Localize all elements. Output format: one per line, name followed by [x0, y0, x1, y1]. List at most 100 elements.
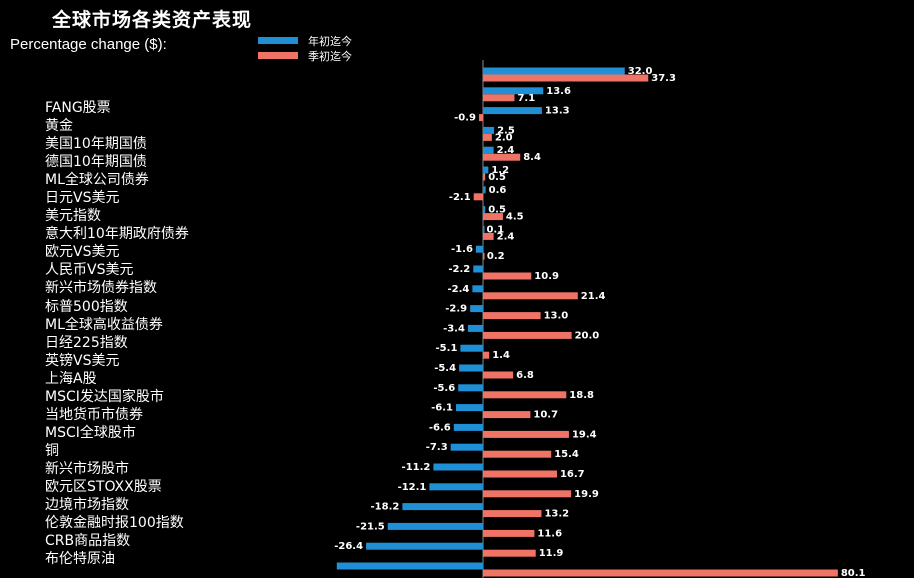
data-label-ytd: 13.6 — [546, 86, 571, 97]
category-labels: FANG股票 黄金 美国10年期国债 德国10年期国债 ML全球公司债券 日元V… — [45, 99, 189, 568]
chart-subtitle: Percentage change ($): — [10, 36, 167, 53]
bar-qtd — [483, 529, 535, 537]
data-label-qtd: 11.9 — [539, 548, 564, 559]
bar-qtd — [483, 430, 569, 438]
bar-qtd — [483, 411, 531, 419]
bar-qtd — [483, 510, 542, 518]
bar-ytd — [483, 225, 485, 233]
legend-label-ytd: 年初迄今 — [308, 34, 352, 48]
bar-qtd — [483, 252, 485, 260]
bar-ytd — [467, 324, 483, 332]
data-label-ytd: -2.4 — [447, 284, 469, 295]
legend-swatch-ytd — [258, 37, 298, 44]
bar-ytd — [387, 522, 483, 530]
category-label: 边境市场指数 — [45, 497, 129, 514]
data-label-ytd: -3.4 — [443, 323, 465, 334]
category-label: 美国10年期国债 — [45, 136, 147, 153]
data-label-qtd: 20.0 — [575, 330, 600, 341]
data-label-qtd: 11.6 — [537, 528, 562, 539]
bar-qtd — [483, 490, 572, 498]
data-label-qtd: 13.0 — [544, 311, 569, 322]
category-label: 美元指数 — [45, 208, 101, 225]
data-label-ytd: -5.4 — [434, 363, 456, 374]
data-label-ytd: -2.2 — [448, 264, 470, 275]
bar-qtd — [483, 74, 649, 82]
bar-ytd — [450, 443, 483, 451]
bar-ytd — [473, 265, 483, 273]
bar-qtd — [483, 173, 486, 181]
data-label-qtd: 4.5 — [506, 212, 524, 223]
bar-ytd — [483, 186, 486, 194]
bar-qtd — [483, 331, 572, 339]
bar-ytd — [475, 245, 483, 253]
bar-ytd — [483, 146, 494, 154]
data-label-ytd: 0.5 — [488, 205, 506, 216]
bar-qtd — [483, 371, 514, 379]
bar-qtd — [483, 391, 567, 399]
legend-item-ytd: 年初迄今 — [258, 33, 352, 48]
data-label-qtd: -2.1 — [449, 192, 471, 203]
bar-ytd — [453, 423, 483, 431]
category-label: 日经225指数 — [45, 334, 128, 351]
legend-label-qtd: 季初迄今 — [308, 49, 352, 63]
category-label: 黄金 — [45, 118, 73, 135]
data-label-ytd: 2.5 — [497, 125, 515, 136]
data-label-qtd: 16.7 — [560, 469, 585, 480]
category-label: MSCI全球股市 — [45, 424, 136, 441]
bar-ytd — [429, 483, 483, 491]
data-label-ytd: -7.3 — [426, 442, 448, 453]
bar-ytd — [470, 305, 483, 313]
category-label: CRB商品指数 — [45, 533, 131, 550]
bar-qtd — [483, 292, 578, 300]
data-label-ytd: -6.6 — [429, 422, 451, 433]
data-label-qtd: 80.1 — [841, 568, 866, 579]
category-label: 日元VS美元 — [45, 190, 120, 207]
category-label: 上海A股 — [45, 370, 97, 387]
chart-legend: 年初迄今 季初迄今 — [258, 33, 352, 63]
bar-ytd — [459, 364, 483, 372]
data-label-ytd: -2.9 — [445, 304, 467, 315]
bar-ytd — [366, 542, 483, 550]
category-label: 当地货币市债券 — [45, 406, 143, 423]
chart-title: 全球市场各类资产表现 — [52, 9, 253, 31]
bar-ytd — [483, 206, 486, 214]
bar-qtd — [483, 351, 490, 359]
legend-swatch-qtd — [258, 52, 298, 59]
data-label-qtd: 10.7 — [533, 410, 558, 421]
bar-qtd — [483, 272, 532, 280]
category-label: 标普500指数 — [45, 298, 128, 315]
category-label: 新兴市场股市 — [45, 460, 129, 477]
bar-ytd — [483, 67, 625, 75]
category-label: FANG股票 — [45, 100, 111, 116]
data-label-qtd: 8.4 — [523, 152, 541, 163]
data-label-qtd: 0.2 — [487, 251, 505, 262]
bar-qtd — [483, 569, 838, 577]
category-label: 德国10年期国债 — [45, 154, 147, 171]
data-label-ytd: 0.1 — [486, 224, 504, 235]
bar-ytd — [402, 503, 483, 511]
bar-ytd — [483, 107, 542, 115]
bar-ytd — [483, 87, 544, 95]
category-label: ML全球高收益债券 — [45, 316, 163, 333]
bar-qtd — [483, 232, 494, 240]
data-label-ytd: -6.1 — [431, 403, 453, 414]
category-label: 欧元区STOXX股票 — [45, 478, 162, 495]
data-label-qtd: 10.9 — [534, 271, 559, 282]
bar-qtd — [473, 193, 483, 201]
bar-ytd — [455, 404, 483, 412]
data-label-ytd: -12.1 — [398, 482, 427, 493]
bar-qtd — [483, 94, 515, 102]
data-label-qtd: 13.2 — [544, 509, 569, 520]
category-label: 人民币VS美元 — [45, 262, 134, 279]
bar-ytd — [483, 126, 495, 134]
data-label-qtd: 1.4 — [492, 350, 510, 361]
data-label-ytd: -21.5 — [356, 521, 385, 532]
bar-ytd — [472, 285, 483, 293]
data-label-ytd: -5.6 — [433, 383, 455, 394]
data-label-ytd: 13.3 — [545, 106, 570, 117]
bar-ytd — [433, 463, 483, 471]
data-label-qtd: 18.8 — [569, 390, 594, 401]
data-label-qtd: 6.8 — [516, 370, 534, 381]
data-label-ytd: 0.6 — [489, 185, 507, 196]
